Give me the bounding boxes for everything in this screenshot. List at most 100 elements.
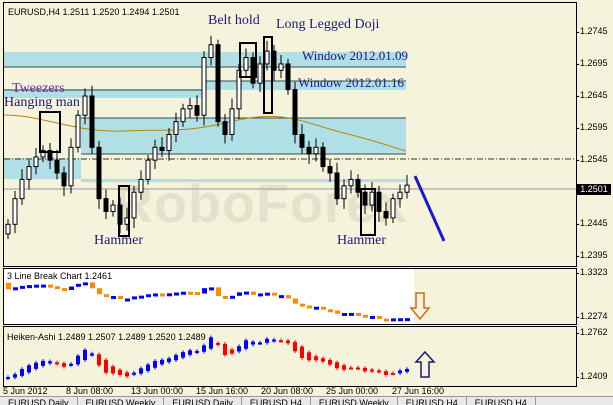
label-belt-hold: Belt hold [208, 13, 260, 28]
line-break-block [265, 292, 270, 296]
ha-bar [370, 367, 374, 374]
line-break-block [216, 287, 221, 296]
line-break-block [174, 292, 179, 296]
time-tick: 20 Jun 08:00 [261, 386, 314, 396]
ha-bar [118, 368, 122, 377]
candle [208, 35, 214, 66]
ha-bar [391, 371, 395, 376]
line-break-block [223, 295, 228, 299]
line-break-block [377, 315, 382, 319]
tab-chart[interactable]: EURUSD,H4 [467, 397, 536, 405]
label-window-1: Window 2012.01.09 [302, 48, 408, 63]
ha-bar [307, 350, 311, 362]
ha-bar [139, 366, 143, 376]
candle [341, 179, 347, 209]
line-break-layer [4, 269, 431, 324]
candle [180, 103, 186, 127]
tab-chart[interactable]: EURUSD,H4 [242, 397, 311, 405]
ha-bar [300, 344, 304, 360]
tab-chart[interactable]: EURUSD,Weekly [78, 397, 165, 405]
label-window-2: Window 2012.01.16 [298, 75, 404, 90]
chart-tabs: EURUSD,Daily EURUSD,Weekly EURUSD,Daily … [0, 396, 613, 405]
candle [131, 185, 137, 229]
tab-chart[interactable]: EURUSD,Daily [164, 397, 242, 405]
line-break-block [69, 286, 74, 290]
ha-bar [104, 358, 108, 375]
ha-bar [90, 351, 94, 357]
ha-bar [216, 341, 220, 347]
tab-chart[interactable]: EURUSD,Weekly [311, 397, 398, 405]
price-axis: 1.2745 1.2695 1.2645 1.2595 1.2545 1.244… [576, 0, 613, 266]
ha-bar [356, 365, 360, 371]
ha-bar [223, 342, 227, 357]
ha-bar [34, 360, 38, 371]
candle [89, 85, 95, 154]
line-break-block [160, 293, 165, 297]
line-break-pane[interactable]: 3 Line Break Chart 1.2461 [3, 268, 577, 325]
candle [313, 138, 319, 162]
tab-chart[interactable]: EURUSD,H4 [398, 397, 467, 405]
candle [292, 81, 298, 144]
box-doji [263, 36, 273, 114]
line-break-block [167, 293, 172, 297]
zones [4, 52, 576, 190]
ha-bar [188, 348, 192, 357]
ha-bar [377, 368, 381, 374]
candle [250, 52, 256, 89]
ha-bar [97, 352, 101, 368]
time-tick: 13 Jun 00:00 [131, 386, 184, 396]
line-break-block [356, 312, 361, 316]
ha-bar [20, 367, 24, 378]
ha-bar [265, 337, 269, 345]
candle [383, 202, 389, 226]
ha-bar [125, 370, 129, 379]
candle [152, 139, 158, 170]
zone-main [81, 118, 406, 154]
candle [327, 158, 333, 182]
candles-layer [4, 35, 576, 242]
main-chart[interactable]: RoboForex EURUSD,H4 1.2511 1 [3, 2, 577, 267]
candle [75, 110, 81, 153]
ha-bar [202, 343, 206, 354]
line-break-block [370, 315, 375, 319]
ha-bar [321, 356, 325, 364]
ha-bar [349, 365, 353, 370]
ha-bar [244, 338, 248, 351]
line-break-block [398, 318, 403, 322]
candle [47, 142, 53, 170]
price-tick: 1.2695 [576, 58, 608, 68]
line-break-block [20, 285, 25, 289]
candle [145, 155, 151, 185]
line-break-block [48, 284, 53, 288]
candle [159, 137, 165, 157]
price-tick: 1.2545 [576, 154, 608, 164]
tab-chart[interactable]: EURUSD,Daily [0, 397, 78, 405]
line-break-block [41, 284, 46, 288]
line-break-block [125, 298, 130, 302]
ha-bar [48, 359, 52, 366]
candle [19, 169, 25, 206]
candle [299, 124, 305, 154]
line-break-block [230, 295, 235, 299]
ha-bar [286, 338, 290, 345]
heiken-ashi-pane[interactable]: Heiken-Ashi 1.2489 1.2507 1.2489 1.2520 … [3, 326, 577, 387]
ha-bar [13, 372, 17, 380]
line-break-block [188, 291, 193, 295]
line-break-block [314, 306, 319, 310]
zone-strip [81, 179, 406, 182]
trend-arrow-line [413, 175, 446, 242]
candle [26, 160, 32, 190]
line-break-block [279, 295, 284, 299]
candle [257, 56, 263, 93]
heiken-ashi-axis: 1.2762 1.2409 [576, 326, 613, 386]
candle [229, 98, 235, 141]
candle [110, 199, 116, 217]
box-hammer1 [118, 185, 130, 237]
ha-bar [62, 361, 66, 369]
line-break-block [139, 295, 144, 299]
ha-bar [398, 368, 402, 376]
ha-bar [76, 353, 80, 367]
line-break-block [307, 305, 312, 309]
ha-bar [27, 363, 31, 375]
line-break-block [6, 282, 11, 290]
